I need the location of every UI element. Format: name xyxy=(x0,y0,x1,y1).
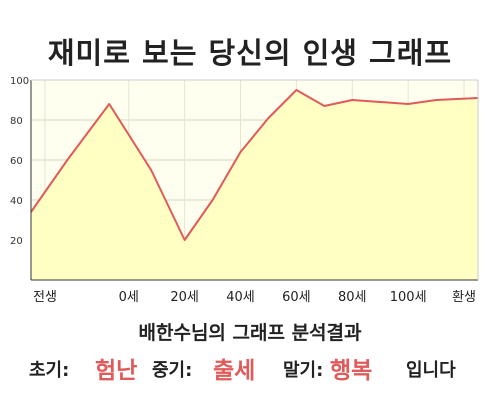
early-label: 초기: xyxy=(29,360,70,381)
chart-title: 재미로 보는 당신의 인생 그래프 xyxy=(47,36,453,70)
x-tick-label: 60세 xyxy=(282,290,311,305)
y-tick-label: 60 xyxy=(10,156,23,167)
y-tick-label: 100 xyxy=(10,76,29,87)
series-area xyxy=(31,90,478,280)
analysis-summary: 초기: 험난 중기: 출세 말기: 행복 입니다 xyxy=(0,346,500,386)
early-value: 험난 xyxy=(95,358,138,384)
late-label: 말기: xyxy=(283,360,324,381)
ending-text: 입니다 xyxy=(406,360,456,381)
late-value: 행복 xyxy=(330,358,373,384)
x-tick-label: 80세 xyxy=(338,290,367,305)
y-tick-label: 20 xyxy=(10,236,23,247)
life-graph-chart: 20 40 60 80 100 전생 0세 20세 40세 60세 80세 100세 환생 xyxy=(10,76,479,305)
x-tick-label: 100세 xyxy=(390,290,427,305)
series-line xyxy=(30,89,479,241)
y-tick-label: 80 xyxy=(10,116,23,127)
x-tick-label: 40세 xyxy=(226,290,255,305)
analysis-title: 배한수님의 그래프 분석결과 xyxy=(138,322,362,344)
x-tick-label: 20세 xyxy=(170,290,199,305)
x-tick-label: 전생 xyxy=(33,290,57,305)
x-tick-label: 환생 xyxy=(452,290,476,305)
x-tick-label: 0세 xyxy=(119,290,139,305)
mid-value: 출세 xyxy=(213,358,256,384)
mid-label: 중기: xyxy=(152,360,193,381)
y-tick-label: 40 xyxy=(10,196,23,207)
